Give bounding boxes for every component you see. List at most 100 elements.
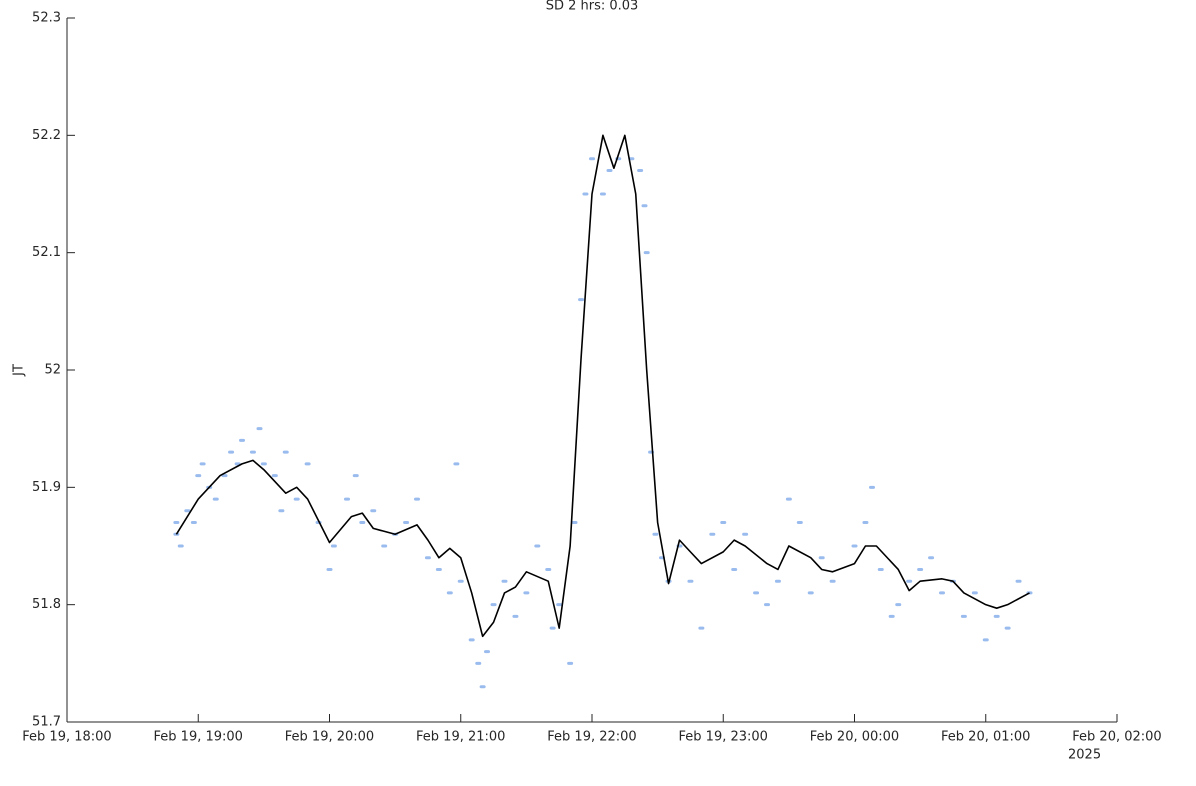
- point: [212, 497, 219, 501]
- point: [774, 579, 781, 583]
- point: [326, 567, 333, 571]
- point: [435, 567, 442, 571]
- point: [807, 591, 814, 595]
- point: [177, 544, 184, 548]
- point: [742, 532, 749, 536]
- point: [895, 603, 902, 607]
- point: [869, 485, 875, 489]
- point: [239, 438, 245, 442]
- point: [971, 591, 978, 595]
- y-tick-label: 52: [44, 363, 61, 378]
- point: [917, 567, 924, 571]
- point: [304, 462, 311, 466]
- point: [414, 497, 420, 501]
- point: [381, 544, 388, 548]
- point: [475, 661, 482, 665]
- point: [571, 521, 578, 525]
- point: [501, 579, 508, 583]
- point: [785, 497, 792, 501]
- point: [731, 567, 738, 571]
- x-tick-label: Feb 20, 01:00: [941, 730, 1030, 745]
- point: [249, 450, 256, 454]
- point: [687, 579, 694, 583]
- point: [698, 626, 705, 630]
- point: [862, 521, 869, 525]
- point: [556, 603, 563, 607]
- point: [643, 251, 650, 255]
- point: [190, 521, 197, 525]
- chart-title: SD 2 hrs: 0.03: [546, 0, 639, 14]
- point: [888, 614, 895, 618]
- x-tick-label: Feb 19, 23:00: [679, 730, 768, 745]
- point: [1004, 626, 1011, 630]
- x-tick-label: Feb 20, 00:00: [810, 730, 899, 745]
- y-tick-label: 51.8: [32, 597, 61, 612]
- point: [228, 450, 235, 454]
- point: [545, 567, 552, 571]
- point: [453, 462, 460, 466]
- point: [851, 544, 858, 548]
- point: [468, 638, 475, 642]
- point: [457, 579, 464, 583]
- point: [829, 579, 836, 583]
- point: [637, 169, 644, 173]
- point: [359, 521, 366, 525]
- point: [652, 532, 659, 536]
- x-secondary-label: 2025: [1068, 748, 1101, 763]
- point: [173, 521, 180, 525]
- point: [403, 521, 410, 525]
- point: [818, 556, 825, 560]
- point: [370, 509, 377, 513]
- point: [512, 614, 519, 618]
- point: [534, 544, 541, 548]
- point: [479, 685, 486, 689]
- point: [993, 614, 1000, 618]
- point: [960, 614, 967, 618]
- y-tick-label: 52.1: [32, 245, 61, 260]
- point: [720, 521, 727, 525]
- y-tick-label: 51.7: [32, 715, 61, 730]
- point: [906, 579, 913, 583]
- point: [271, 474, 278, 478]
- point: [278, 509, 285, 513]
- point: [330, 544, 337, 548]
- x-tick-label: Feb 19, 21:00: [416, 730, 505, 745]
- point: [490, 603, 497, 607]
- point: [484, 650, 490, 654]
- x-tick-label: Feb 19, 19:00: [154, 730, 243, 745]
- x-tick-label: Feb 19, 22:00: [547, 730, 636, 745]
- x-tick-label: Feb 20, 02:00: [1072, 730, 1161, 745]
- point: [641, 204, 648, 208]
- y-tick-label: 52.2: [32, 128, 61, 143]
- point: [352, 474, 359, 478]
- point: [939, 591, 945, 595]
- point: [709, 532, 716, 536]
- x-tick-label: Feb 19, 20:00: [285, 730, 374, 745]
- y-tick-label: 51.9: [32, 480, 61, 495]
- point: [523, 591, 530, 595]
- point: [195, 474, 202, 478]
- point: [606, 169, 613, 173]
- point: [199, 462, 206, 466]
- point: [599, 192, 606, 196]
- point: [796, 521, 803, 525]
- point: [293, 497, 300, 501]
- y-axis-label: JT: [12, 364, 27, 377]
- point: [982, 638, 989, 642]
- point: [928, 556, 935, 560]
- point: [582, 192, 589, 196]
- x-tick-label: Feb 19, 18:00: [22, 730, 111, 745]
- point: [1015, 579, 1022, 583]
- y-tick-label: 52.3: [32, 11, 61, 26]
- point: [764, 603, 770, 607]
- point: [549, 626, 556, 630]
- point: [344, 497, 350, 501]
- point: [282, 450, 289, 454]
- point: [256, 427, 263, 431]
- line: [175, 134, 1030, 638]
- point: [184, 509, 191, 513]
- point: [578, 298, 585, 302]
- point: [753, 591, 760, 595]
